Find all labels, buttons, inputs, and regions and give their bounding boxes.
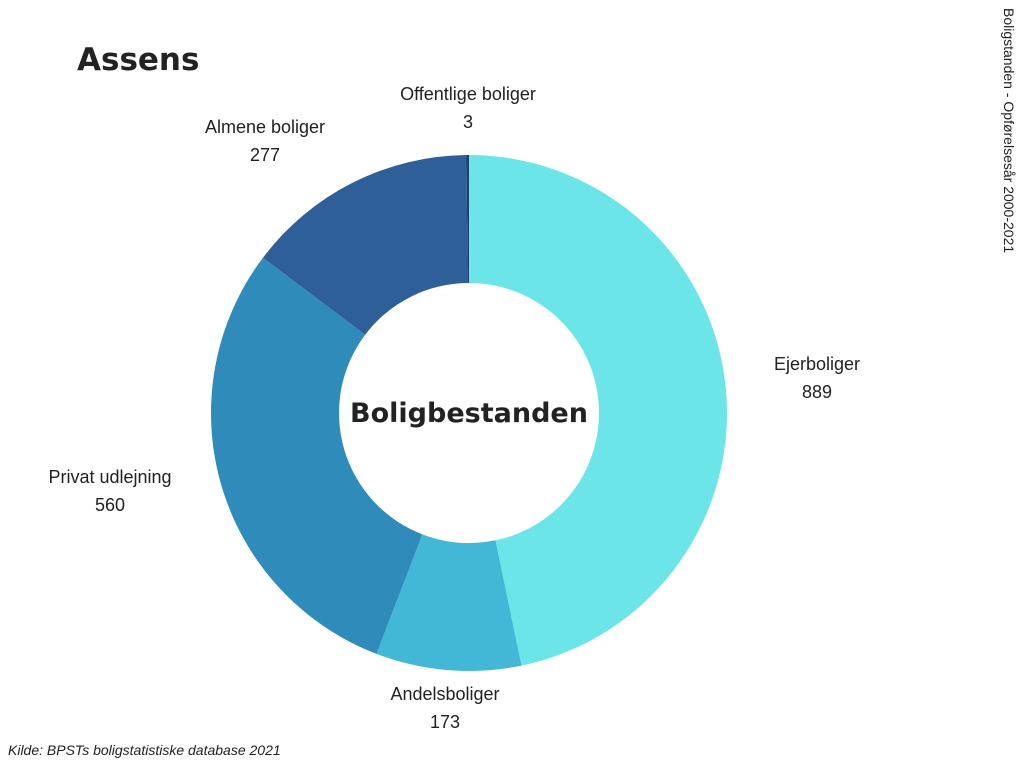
donut-slice: [211, 257, 423, 654]
slice-label: Privat udlejning: [48, 467, 171, 487]
donut-slice: [466, 155, 469, 284]
center-label: Boligbestanden: [350, 398, 588, 429]
chart-title: Assens: [77, 42, 199, 78]
slice-value: 277: [250, 145, 280, 165]
slice-label: Andelsboliger: [390, 684, 499, 704]
slice-value: 3: [463, 112, 473, 132]
side-label: Boligstanden - Opførelsesår 2000-2021: [1001, 8, 1017, 253]
slice-value: 889: [802, 382, 832, 402]
slice-label: Almene boliger: [205, 117, 325, 137]
slice-label: Ejerboliger: [774, 354, 860, 374]
slice-label: Offentlige boliger: [400, 84, 536, 104]
slice-value: 173: [430, 712, 460, 732]
slice-value: 560: [95, 495, 125, 515]
source-note: Kilde: BPSTs boligstatistiske database 2…: [8, 742, 281, 758]
donut-slice: [262, 155, 468, 335]
donut-slice: [469, 155, 728, 666]
donut-slice: [376, 534, 522, 671]
